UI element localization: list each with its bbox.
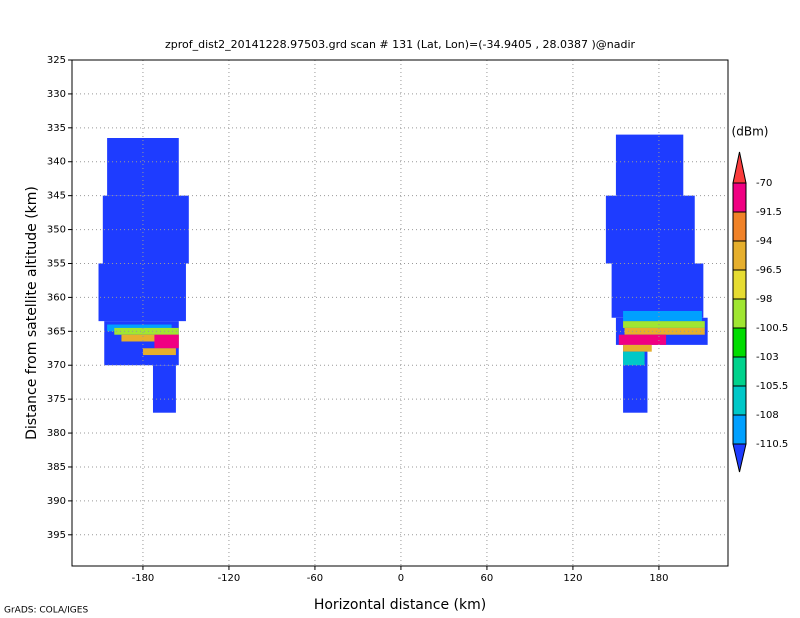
colorbar-segment [732, 356, 747, 387]
colorbar-segment [732, 385, 747, 416]
colorbar-segment [732, 298, 747, 329]
colorbar-label: -105.5 [756, 381, 788, 392]
cell [618, 334, 667, 345]
cell [605, 195, 695, 264]
cell [114, 327, 179, 335]
cell [623, 321, 705, 328]
y-tick-label: 385 [47, 462, 66, 473]
x-tick-label: -180 [132, 573, 155, 584]
colorbar-segment [732, 240, 747, 271]
cell [615, 134, 684, 196]
cell [142, 348, 176, 356]
y-tick-label: 360 [47, 292, 66, 303]
cell [152, 365, 176, 413]
credit: GrADS: COLA/IGES [4, 606, 88, 616]
colorbar-segment [732, 327, 747, 358]
colorbar-label: -70 [756, 178, 772, 189]
cell [121, 334, 179, 342]
cell [102, 195, 189, 264]
cell [98, 263, 186, 322]
colorbar-segment [732, 443, 747, 473]
colorbar-label: -96.5 [756, 265, 782, 276]
y-axis-label: Distance from satellite altitude (km) [24, 186, 40, 440]
colorbar-label: -91.5 [756, 207, 782, 218]
cell [611, 263, 704, 318]
x-tick-label: 60 [481, 573, 494, 584]
cell [623, 344, 652, 352]
y-tick-label: 355 [47, 258, 66, 269]
plot-frame [71, 59, 729, 567]
colorbar-segment [732, 182, 747, 213]
x-tick-label: -120 [218, 573, 241, 584]
cell [623, 310, 702, 322]
y-tick-label: 335 [47, 123, 66, 134]
cell [154, 334, 179, 349]
y-tick-label: 345 [47, 191, 66, 202]
x-tick-label: 180 [649, 573, 668, 584]
colorbar-segment [732, 151, 747, 184]
colorbar-label: -94 [756, 236, 772, 247]
colorbar-label: -98 [756, 294, 772, 305]
y-tick-label: 380 [47, 428, 66, 439]
y-tick-label: 375 [47, 394, 66, 405]
y-tick-label: 390 [47, 496, 66, 507]
colorbar-segment [732, 269, 747, 300]
y-tick-label: 350 [47, 225, 66, 236]
x-tick-label: 120 [563, 573, 582, 584]
colorbar-label: (dBm) [732, 125, 769, 139]
cell [107, 138, 179, 196]
colorbar-segment [732, 414, 747, 445]
colorbar-label: -110.5 [756, 439, 788, 450]
y-tick-label: 330 [47, 89, 66, 100]
x-tick-label: 0 [398, 573, 404, 584]
colorbar-label: -108 [756, 410, 779, 421]
colorbar-label: -100.5 [756, 323, 788, 334]
x-axis-label: Horizontal distance (km) [314, 597, 486, 613]
y-tick-label: 395 [47, 530, 66, 541]
colorbar-segment [732, 211, 747, 242]
y-tick-label: 365 [47, 326, 66, 337]
cell [623, 351, 645, 366]
y-tick-label: 325 [47, 55, 66, 66]
y-tick-label: 340 [47, 157, 66, 168]
x-tick-label: -60 [307, 573, 323, 584]
y-tick-label: 370 [47, 360, 66, 371]
colorbar-label: -103 [756, 352, 779, 363]
chart-title: zprof_dist2_20141228.97503.grd scan # 13… [165, 38, 636, 51]
